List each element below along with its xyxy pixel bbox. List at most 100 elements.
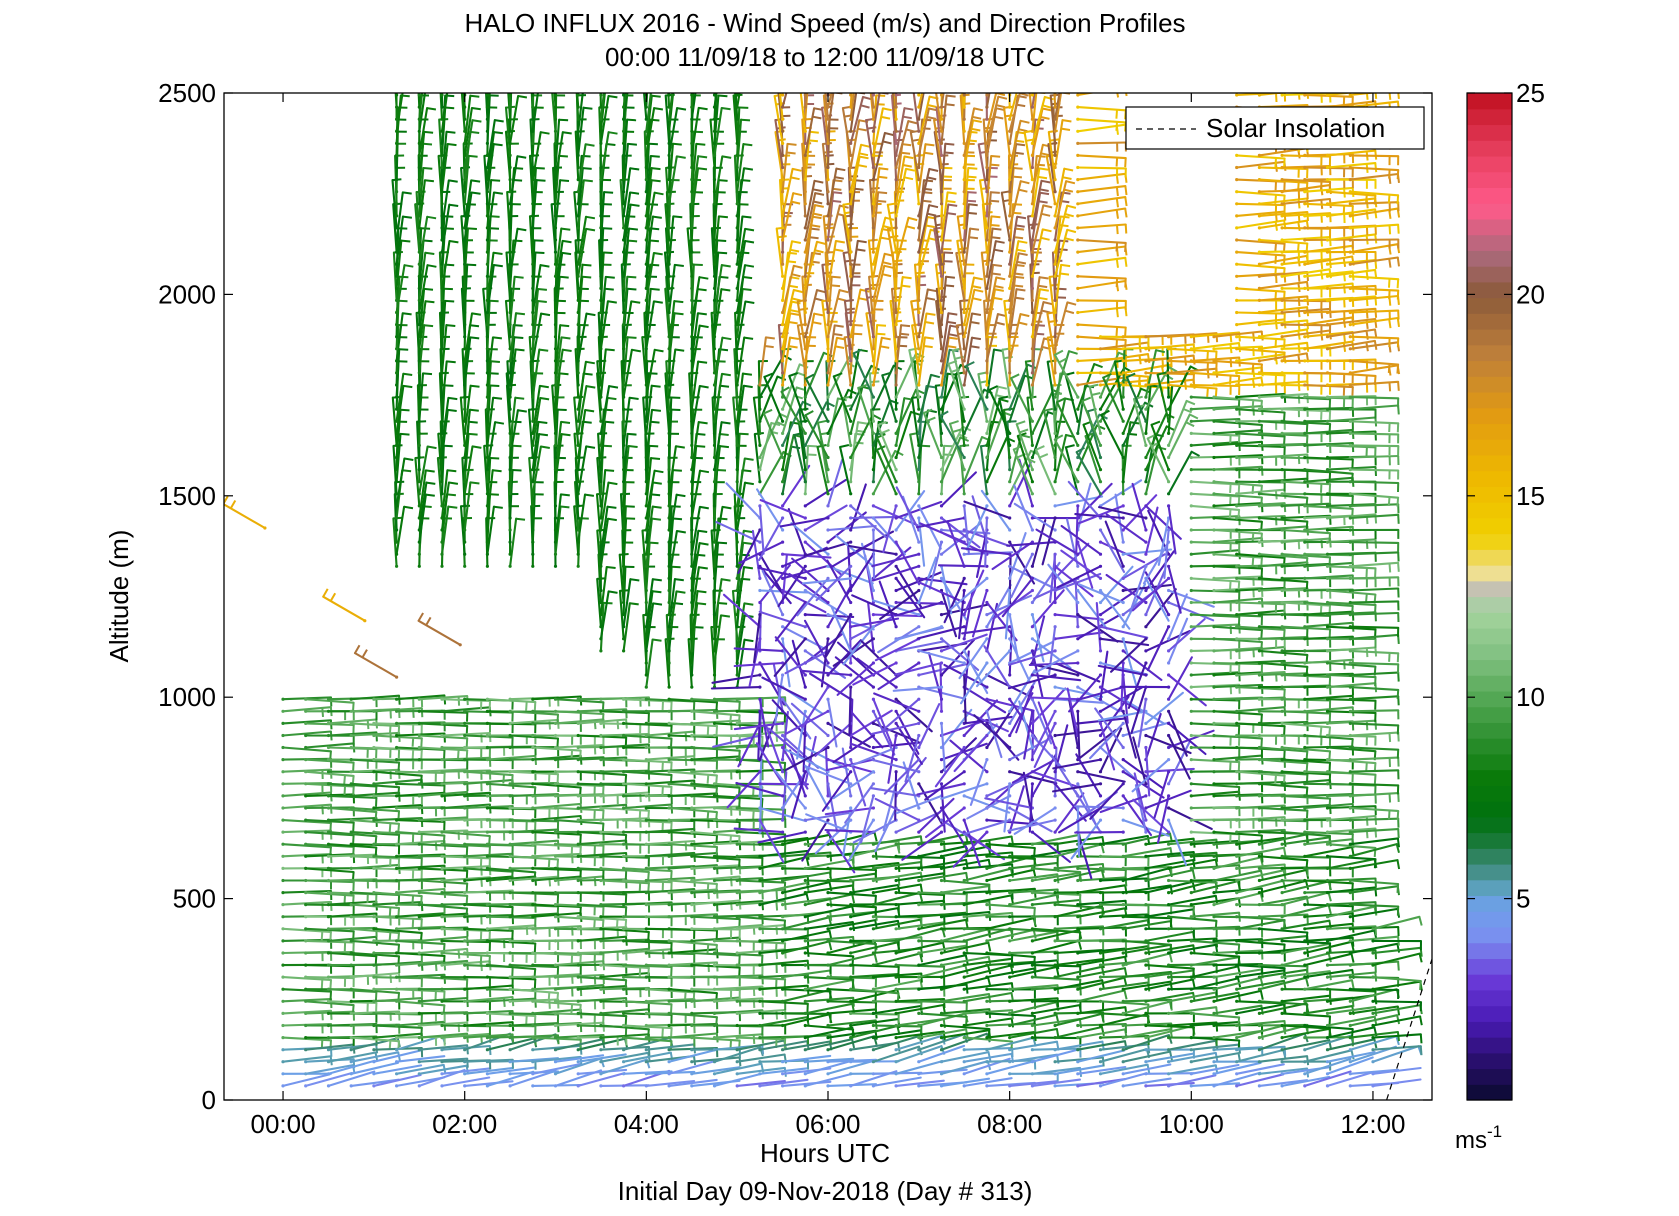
wind-barb: [349, 830, 401, 844]
wind-barb: [395, 505, 414, 556]
colorbar-segment: [1467, 218, 1512, 236]
colorbar-segment: [1467, 879, 1512, 897]
colorbar-segment: [1467, 895, 1512, 912]
x-tick-label: 02:00: [432, 1109, 497, 1139]
y-tick-label: 500: [173, 884, 216, 914]
colorbar-segment: [1467, 816, 1512, 834]
x-axis-label-day: Initial Day 09-Nov-2018 (Day # 313): [618, 1176, 1033, 1206]
wind-barb: [508, 93, 512, 97]
colorbar-segment: [1467, 140, 1512, 157]
legend-label: Solar Insolation: [1206, 113, 1385, 143]
colorbar-segment: [1467, 1068, 1512, 1085]
colorbar-segment: [1467, 1052, 1512, 1070]
colorbar-tick-label: 5: [1516, 884, 1530, 914]
colorbar-segment: [1467, 801, 1512, 818]
y-axis-label: Altitude (m): [104, 530, 134, 663]
wind-barb: [395, 1055, 446, 1064]
colorbar-segment: [1467, 769, 1512, 786]
y-tick-label: 1000: [158, 682, 216, 712]
wind-barb: [349, 694, 401, 705]
colorbar-segment: [1467, 344, 1512, 362]
wind-barb: [372, 915, 423, 929]
colorbar-segment: [1467, 832, 1512, 849]
colorbar-segment: [1467, 753, 1512, 771]
wind-barb: [395, 312, 412, 363]
colorbar-segment: [1467, 738, 1512, 755]
colorbar-segment: [1467, 187, 1512, 204]
wind-barb: [304, 830, 355, 845]
wind-barb: [417, 947, 469, 959]
wind-barb: [417, 481, 436, 532]
colorbar-segment: [1467, 108, 1512, 126]
wind-barb: [349, 721, 401, 736]
colorbar-segment: [1467, 533, 1512, 550]
colorbar-segment: [1467, 1005, 1512, 1022]
colorbar-segment: [1467, 1037, 1512, 1054]
wind-barb: [349, 1061, 399, 1076]
colorbar-tick-label: 20: [1516, 279, 1545, 309]
wind-barbs: [224, 93, 1423, 1088]
colorbar-segment: [1467, 266, 1512, 283]
wind-barb: [281, 987, 333, 1001]
wind-barb: [531, 93, 535, 97]
colorbar-segment: [1467, 486, 1512, 503]
colorbar-segment: [1467, 942, 1512, 959]
colorbar-segment: [1467, 234, 1512, 251]
colorbar-segment: [1467, 407, 1512, 425]
colorbar-segment: [1467, 848, 1512, 865]
colorbar-segment: [1467, 391, 1512, 409]
wind-barb: [1053, 93, 1057, 97]
colorbar-segment: [1467, 439, 1512, 456]
wind-barb: [440, 93, 444, 97]
wind-barb: [395, 93, 399, 97]
colorbar-segment: [1467, 974, 1512, 991]
chart-title: HALO INFLUX 2016 - Wind Speed (m/s) and …: [464, 8, 1185, 38]
colorbar-segment: [1467, 690, 1512, 708]
wind-barb: [395, 372, 413, 423]
wind-barb: [485, 93, 489, 97]
wind-barb: [326, 1070, 376, 1088]
colorbar-segment: [1467, 155, 1512, 173]
wind-barb: [349, 1078, 400, 1088]
wind-barb: [417, 93, 421, 97]
y-tick-label: 2000: [158, 279, 216, 309]
wind-barb: [395, 457, 414, 508]
colorbar-segment: [1467, 93, 1512, 110]
plot-area: [224, 93, 1432, 1100]
wind-barb: [281, 927, 332, 941]
wind-barb: [349, 903, 401, 917]
colorbar-segment: [1467, 706, 1512, 723]
wind-barb: [417, 975, 469, 989]
colorbar-unit-base: ms: [1455, 1127, 1487, 1154]
wind-barb: [395, 987, 446, 1001]
wind-barb: [372, 891, 423, 906]
colorbar-segment: [1467, 502, 1512, 519]
colorbar-segment: [1467, 470, 1512, 487]
wind-barb: [395, 191, 412, 242]
wind-barb: [395, 830, 446, 845]
wind-barb: [417, 1057, 469, 1068]
wind-barb: [304, 818, 355, 832]
wind-barb: [417, 493, 435, 544]
wind-barb: [417, 842, 469, 856]
colorbar-segment: [1467, 722, 1512, 739]
colorbar-unit-exponent: -1: [1487, 1122, 1502, 1141]
colorbar-segment: [1467, 423, 1512, 440]
colorbar-segment: [1467, 863, 1512, 881]
x-tick-label: 04:00: [614, 1109, 679, 1139]
colorbar-segment: [1467, 911, 1512, 928]
wind-barb: [372, 1073, 422, 1088]
colorbar-segment: [1467, 643, 1512, 661]
legend: Solar Insolation: [1125, 106, 1425, 150]
colorbar-segment: [1467, 1084, 1512, 1101]
y-tick-label: 1500: [158, 481, 216, 511]
x-tick-label: 10:00: [1159, 1109, 1224, 1139]
y-tick-label: 0: [202, 1085, 216, 1115]
colorbar-segment: [1467, 675, 1512, 692]
wind-barb: [417, 733, 469, 748]
wind-barb: [417, 878, 469, 893]
wind-barb: [576, 93, 580, 97]
wind-barb: [349, 782, 401, 797]
x-tick-label: 00:00: [250, 1109, 315, 1139]
